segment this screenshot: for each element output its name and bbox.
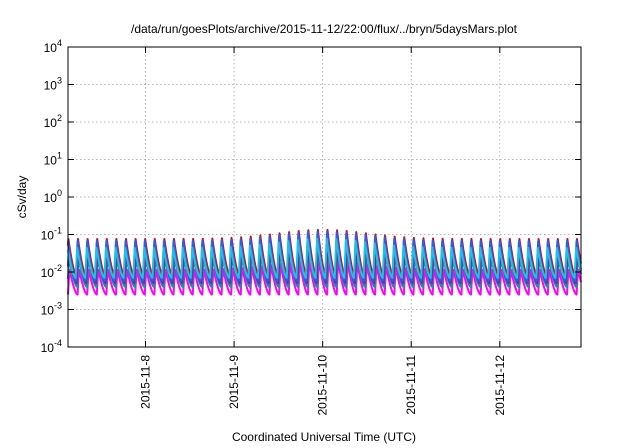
y-axis-label: cSv/day [15,176,29,219]
chart-title: /data/run/goesPlots/archive/2015-11-12/2… [131,22,518,36]
y-tick-label: 10-2 [41,263,62,280]
y-tick-label: 102 [44,113,62,130]
x-tick-label: 2015-11-10 [316,355,330,416]
y-tick-label: 100 [44,188,62,205]
x-tick-label: 2015-11-8 [139,355,153,409]
x-tick-label: 2015-11-9 [227,355,241,409]
grid-lines [68,47,581,347]
y-tick-label: 10-4 [41,338,62,355]
series-line [67,237,582,279]
y-axis: 10-4 10-3 10-2 10-1 100 101 102 103 104 [41,38,581,355]
y-tick-label: 10-3 [41,301,62,318]
y-tick-label: 10-1 [41,226,62,243]
series-layer [67,228,582,296]
y-tick-label: 103 [44,76,62,93]
x-tick-label: 2015-11-11 [404,355,418,415]
x-axis: 2015-11-8 2015-11-9 2015-11-10 2015-11-11 20… [139,47,507,416]
y-tick-label: 104 [44,38,62,55]
x-axis-label: Coordinated Universal Time (UTC) [232,430,416,444]
x-tick-label: 2015-11-12 [493,355,507,416]
series-line [67,259,582,296]
y-tick-label: 101 [44,151,62,168]
